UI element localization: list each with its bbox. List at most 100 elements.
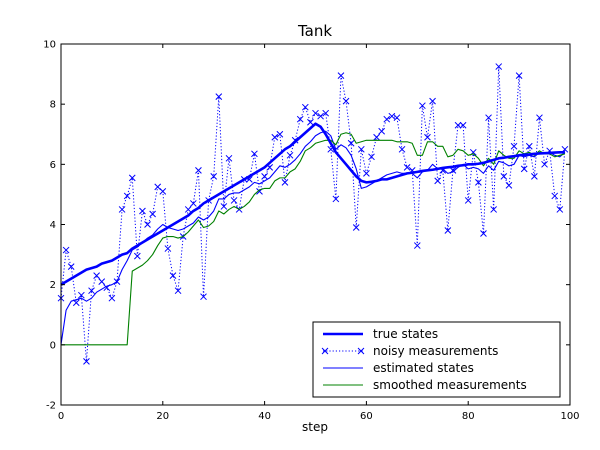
data-point-marker	[419, 102, 426, 110]
y-tick-label: 6	[50, 160, 56, 171]
data-point-marker	[83, 358, 90, 365]
data-point-marker	[276, 130, 284, 138]
series-line-true-states	[60, 122, 565, 286]
data-point-marker	[332, 195, 340, 203]
data-point-marker	[164, 245, 172, 252]
x-tick-label: 0	[58, 411, 64, 422]
legend: true states noisy measurements estimated s…	[312, 321, 561, 398]
data-point-marker	[363, 170, 370, 177]
data-point-marker	[93, 272, 100, 279]
data-point-marker	[393, 114, 401, 122]
data-point-marker	[464, 197, 472, 204]
data-point-marker	[225, 154, 233, 162]
legend-label: estimated states	[373, 361, 474, 375]
data-point-marker	[78, 291, 85, 299]
data-point-marker	[520, 165, 528, 173]
data-point-marker	[444, 227, 452, 234]
data-point-marker	[490, 206, 498, 213]
y-tick-label: 8	[50, 100, 56, 111]
data-point-marker	[128, 174, 136, 182]
data-point-marker	[307, 118, 314, 126]
data-point-marker	[424, 133, 431, 141]
legend-label: true states	[373, 327, 438, 341]
data-point-marker	[352, 224, 360, 231]
data-point-marker	[296, 115, 304, 123]
y-tick-label: 0	[50, 340, 56, 351]
data-point-marker	[505, 182, 513, 189]
data-point-marker	[271, 133, 279, 141]
data-point-marker	[281, 179, 289, 186]
legend-marker	[321, 347, 329, 355]
data-point-marker	[261, 173, 268, 180]
legend-label: noisy measurements	[373, 344, 498, 358]
data-point-marker	[220, 203, 228, 210]
y-tick-label: 2	[50, 280, 56, 291]
data-point-marker	[123, 192, 131, 200]
data-point-marker	[174, 287, 182, 295]
data-point-marker	[388, 112, 396, 120]
data-point-marker	[98, 278, 106, 286]
data-point-marker	[525, 142, 533, 150]
data-point-marker	[337, 72, 345, 79]
data-point-marker	[480, 230, 487, 237]
data-point-marker	[373, 133, 380, 141]
data-point-marker	[347, 139, 355, 147]
data-point-marker	[383, 115, 391, 123]
x-tick-label: 80	[462, 411, 475, 422]
data-point-marker	[189, 200, 197, 207]
data-point-marker	[286, 151, 294, 159]
series-line-smoothed-measurements	[61, 132, 566, 346]
data-point-marker	[139, 207, 146, 215]
data-point-marker	[133, 252, 141, 260]
data-point-marker	[108, 294, 116, 302]
data-point-marker	[368, 153, 375, 161]
data-point-marker	[118, 206, 126, 213]
data-point-marker	[429, 97, 436, 105]
data-point-marker	[317, 112, 324, 120]
data-point-marker	[500, 173, 508, 180]
data-point-marker	[149, 210, 156, 218]
x-axis-label: step	[302, 420, 328, 434]
data-point-marker	[67, 263, 75, 270]
data-point-marker	[515, 72, 523, 79]
data-point-marker	[159, 188, 167, 195]
data-point-marker	[531, 173, 538, 180]
y-tick-label: -2	[46, 401, 56, 412]
data-point-marker	[403, 163, 411, 171]
data-point-marker	[144, 221, 151, 228]
series-line-noisy-measurements	[60, 66, 566, 362]
data-point-marker	[215, 93, 223, 100]
data-point-marker	[342, 97, 350, 105]
series-line-estimated-states	[60, 130, 566, 345]
y-tick-label: 4	[50, 220, 56, 231]
x-tick-label: 20	[156, 411, 169, 422]
data-point-marker	[195, 166, 202, 174]
data-point-marker	[301, 103, 309, 111]
data-point-marker	[210, 173, 218, 180]
data-point-marker	[485, 114, 492, 122]
y-tick-label: 10	[43, 40, 56, 51]
data-point-marker	[413, 242, 421, 249]
data-point-marker	[312, 109, 319, 117]
data-point-marker	[510, 142, 518, 150]
data-point-marker	[495, 63, 503, 70]
x-tick-label: 100	[560, 411, 579, 422]
x-tick-label: 60	[360, 411, 373, 422]
data-point-marker	[475, 179, 482, 186]
legend-marker	[357, 347, 365, 355]
data-point-marker	[454, 121, 462, 129]
data-point-marker	[230, 197, 238, 204]
data-point-marker	[378, 127, 386, 135]
legend-label: smoothed measurements	[373, 378, 527, 392]
data-point-marker	[398, 145, 406, 153]
data-point-marker	[169, 272, 177, 279]
data-point-marker	[551, 192, 559, 200]
data-point-marker	[357, 145, 365, 153]
data-point-marker	[200, 293, 207, 301]
data-point-marker	[62, 246, 70, 254]
data-point-marker	[541, 160, 548, 168]
data-point-marker	[459, 121, 467, 129]
data-point-marker	[184, 206, 192, 213]
data-point-marker	[536, 114, 543, 122]
